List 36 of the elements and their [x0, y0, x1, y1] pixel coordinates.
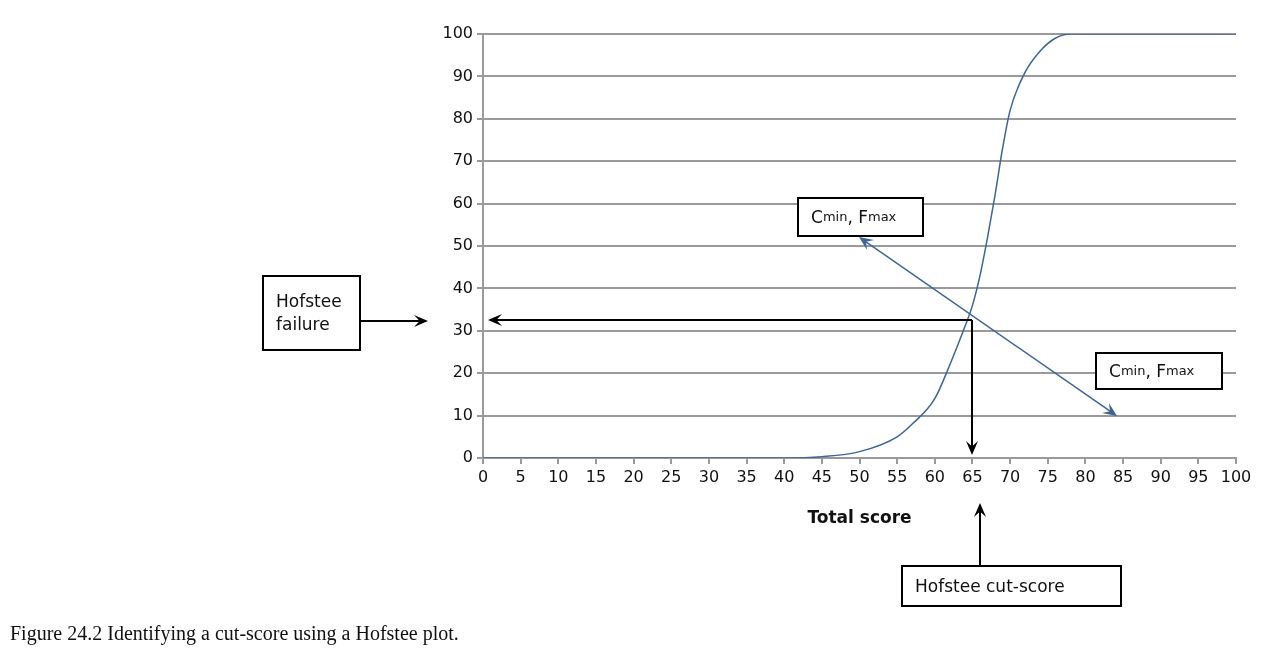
x-tick-label: 55 [886, 466, 908, 486]
text: Hofstee cut-score [901, 565, 1122, 607]
x-tick-label: 25 [661, 466, 682, 486]
y-tick-label: 30 [452, 319, 473, 339]
x-tick-label: 90 [1150, 466, 1171, 486]
y-tick-label: 20 [452, 362, 473, 382]
x-tick-label: 45 [811, 466, 833, 486]
x-tick-label: 50 [849, 466, 870, 486]
x-tick-label: 10 [548, 466, 569, 486]
x-tick-label: 15 [585, 466, 607, 486]
y-tick-label: 100 [442, 23, 473, 43]
x-tick-label: 70 [999, 466, 1021, 486]
x-tick-label: 100 [1220, 466, 1252, 486]
y-tick-label: 40 [452, 277, 473, 297]
x-tick-label: 60 [924, 466, 945, 486]
y-tick-label: 80 [452, 107, 473, 127]
x-axis-title: Total score [807, 507, 912, 528]
caption: Figure 24.2 Identifying a cut-score using a Hofstee plot. [10, 622, 459, 645]
x-tick-label: 35 [736, 466, 757, 486]
x-tick-label: 30 [698, 466, 720, 486]
x-tick-label: 0 [477, 466, 489, 486]
text: Hofstee failure [262, 275, 361, 351]
x-tick-label: 75 [1037, 466, 1058, 486]
y-tick-label: 50 [452, 235, 473, 255]
y-tick-label: 70 [452, 150, 473, 170]
x-tick-label: 65 [962, 466, 983, 486]
x-tick-label: 40 [774, 466, 795, 486]
x-tick-label: 95 [1188, 466, 1209, 486]
x-tick-label: 5 [515, 466, 526, 486]
x-tick-label: 85 [1112, 466, 1134, 486]
y-tick-label: 90 [452, 65, 473, 85]
y-tick-label: 10 [452, 404, 473, 424]
x-tick-label: 20 [623, 466, 644, 486]
y-tick-label: 60 [452, 192, 473, 212]
y-tick-label: 0 [462, 447, 473, 467]
x-tick-label: 80 [1075, 466, 1096, 486]
